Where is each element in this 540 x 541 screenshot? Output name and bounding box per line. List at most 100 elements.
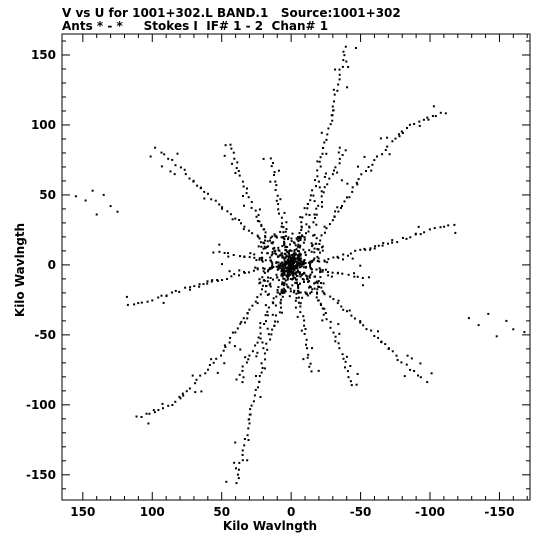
uv-point [313,257,316,260]
uv-point [400,361,403,364]
uv-point [299,302,302,305]
uv-point [439,111,442,114]
uv-point [315,213,318,216]
uv-point [334,166,337,169]
uv-point [264,236,267,239]
uv-point [283,241,286,244]
uv-point [315,268,318,271]
uv-point [184,173,187,176]
uv-point [257,386,259,389]
uv-point [282,266,285,268]
uv-point [351,186,354,189]
uv-point [171,404,174,406]
uv-point [257,245,260,248]
uv-point [277,286,280,289]
uv-point [317,257,320,260]
uv-point [276,320,279,323]
uv-point [274,304,277,307]
uv-point [394,137,397,140]
uv-point [285,221,288,224]
uv-point [302,315,305,318]
uv-point [364,248,367,251]
uv-point [317,280,320,283]
uv-point [224,144,227,147]
uv-point [262,157,265,160]
uv-point [523,331,526,334]
uv-point [221,206,224,209]
uv-point [284,262,287,265]
uv-point [260,371,263,374]
uv-point [293,253,296,256]
uv-point [356,183,359,186]
uv-point [296,254,299,257]
uv-point [296,275,299,277]
uv-point [391,350,394,353]
uv-point [419,362,422,365]
uv-point [236,327,239,330]
uv-point [279,262,282,265]
uv-point [285,249,288,252]
uv-point [241,454,244,456]
uv-point [238,274,240,277]
uv-point [243,225,246,228]
uv-point [294,299,297,302]
uv-point [288,267,291,270]
uv-point [413,123,416,125]
uv-point [333,169,335,172]
uv-point [338,157,341,160]
uv-point [269,282,272,285]
uv-point [277,169,280,172]
uv-point [215,357,218,360]
uv-point [295,237,298,240]
uv-point [355,383,358,386]
uv-point [311,259,314,262]
uv-point [221,207,223,210]
uv-point [275,273,278,276]
uv-point [454,231,457,234]
uv-point [273,233,276,236]
uv-point [241,381,244,384]
uv-point [256,341,259,344]
uv-point [221,263,223,266]
uv-point [266,280,269,283]
uv-point [377,336,380,339]
uv-point [313,251,316,254]
uv-point [176,152,179,155]
uv-point [327,274,330,277]
uv-point [245,361,248,364]
uv-point [432,105,435,108]
uv-point [337,299,340,302]
x-tick-label: 100 [140,505,165,519]
uv-point [297,291,300,294]
uv-point [238,269,241,272]
uv-point [271,251,274,254]
uv-point [329,295,332,298]
uv-point [243,272,246,274]
uv-point [299,291,302,294]
uv-point [282,287,285,290]
uv-point [309,265,312,268]
uv-point [276,289,279,292]
uv-point [302,266,305,269]
visibility-points [74,45,526,485]
uv-point [245,192,248,195]
uv-point [145,412,148,415]
uv-point [280,274,283,277]
uv-point [381,153,384,156]
uv-point [342,308,345,311]
uv-point [311,260,314,263]
uv-point [260,225,263,227]
uv-point [288,269,291,272]
uv-point [167,157,170,160]
uv-point [388,347,390,350]
uv-point [272,162,274,164]
uv-point [328,177,331,180]
uv-point [295,292,298,295]
uv-point [263,279,266,282]
uv-point [263,267,266,270]
uv-point [261,256,264,259]
uv-point [248,308,251,311]
uv-point [379,137,382,140]
uv-point [284,289,286,292]
uv-point [282,256,285,259]
